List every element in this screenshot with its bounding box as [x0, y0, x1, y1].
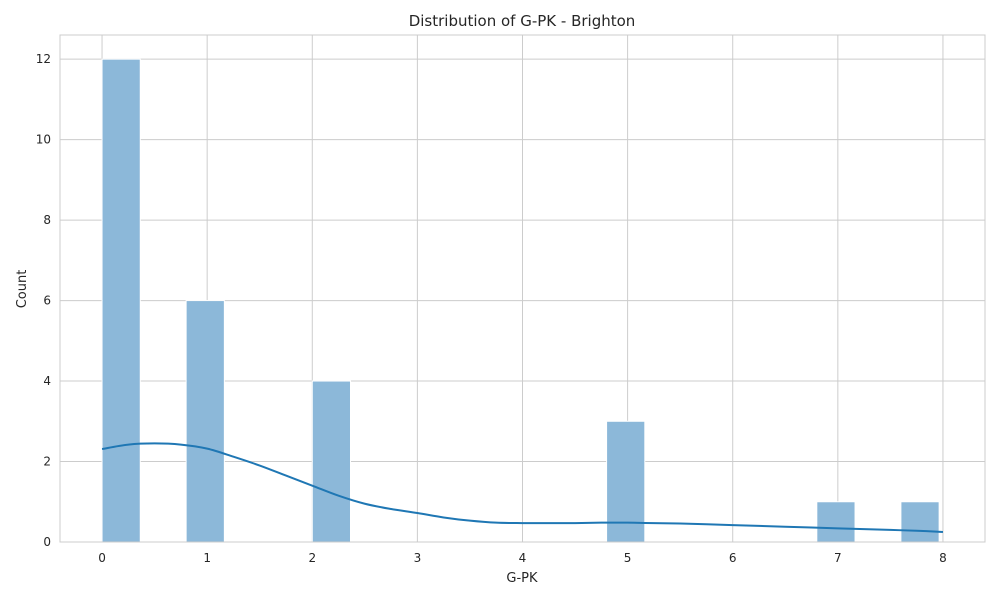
x-tick-labels: 0 1 2 3 4 5 6 7 8: [98, 551, 947, 565]
plot-frame: [59, 34, 986, 543]
histogram-bar-0: [101, 58, 141, 543]
x-tick-label-0: 0: [98, 551, 106, 565]
x-tick-label-2: 2: [308, 551, 316, 565]
kde-curve-group: [101, 442, 944, 533]
y-tick-labels: 0 2 4 6 8 10 12: [36, 52, 51, 549]
x-tick-label-1: 1: [203, 551, 211, 565]
x-tick-label-4: 4: [519, 551, 527, 565]
x-axis-label: G-PK: [506, 571, 538, 586]
y-tick-label-2: 4: [43, 374, 51, 388]
x-tick-label-8: 8: [939, 551, 947, 565]
histogram-bar-1: [185, 300, 225, 543]
x-tick-label-3: 3: [414, 551, 422, 565]
histogram-bar-4: [816, 501, 856, 543]
y-tick-label-5: 10: [36, 133, 51, 147]
histogram-bars: [101, 58, 940, 543]
y-tick-label-1: 2: [43, 455, 51, 469]
y-tick-label-3: 6: [43, 294, 51, 308]
y-axis-label: Count: [15, 270, 30, 309]
histogram-bar-3: [606, 420, 646, 543]
x-tick-label-7: 7: [834, 551, 842, 565]
y-tick-label-6: 12: [36, 52, 51, 66]
x-tick-label-6: 6: [729, 551, 737, 565]
chart-title: Distribution of G-PK - Brighton: [409, 12, 636, 30]
y-tick-label-0: 0: [43, 535, 51, 549]
x-tick-label-5: 5: [624, 551, 632, 565]
y-tick-label-4: 8: [43, 213, 51, 227]
histogram-bar-2: [311, 380, 351, 543]
histogram-bar-5: [900, 501, 940, 543]
kde-line: [101, 442, 944, 533]
